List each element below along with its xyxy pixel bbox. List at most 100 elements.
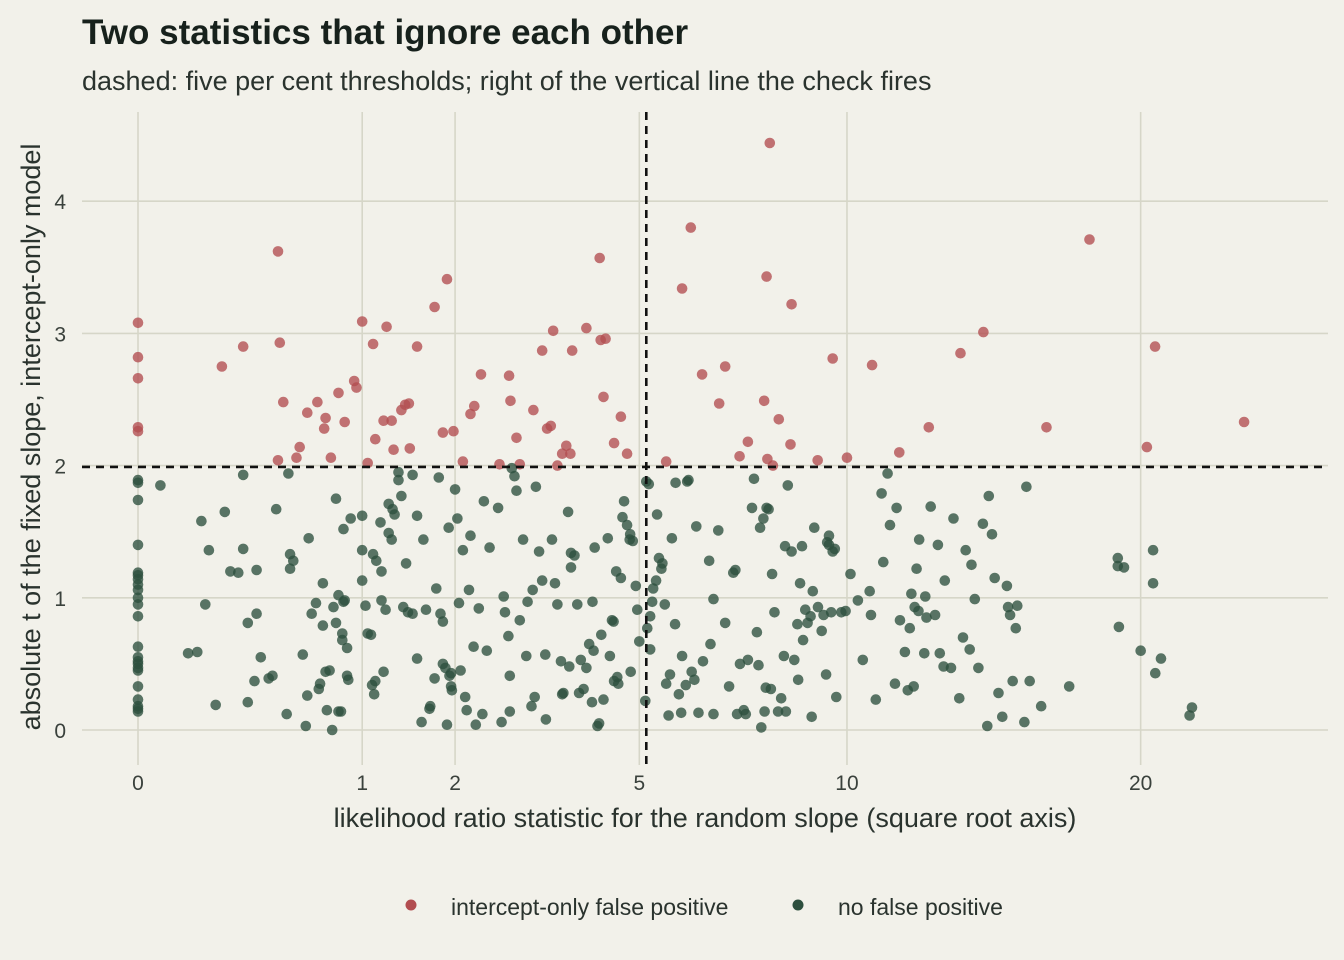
no-false-positive-point: [772, 706, 784, 717]
no-false-positive-point: [705, 638, 716, 650]
false-positive-point: [320, 412, 331, 424]
no-false-positive-point: [845, 568, 856, 580]
no-false-positive-point: [249, 675, 260, 687]
no-false-positive-point: [1024, 675, 1035, 687]
no-false-positive-point: [473, 603, 485, 614]
no-false-positive-point: [465, 530, 476, 541]
no-false-positive-point: [386, 534, 398, 545]
no-false-positive-point: [686, 666, 697, 678]
no-false-positive-point: [831, 691, 842, 703]
legend: intercept-only false positive no false p…: [405, 894, 1003, 920]
no-false-positive-point: [514, 615, 526, 626]
no-false-positive-point: [864, 585, 875, 597]
no-false-positive-point: [676, 650, 688, 662]
no-false-positive-point: [378, 666, 389, 678]
y-axis-title: absolute t of the fixed slope, intercept…: [16, 144, 46, 731]
no-false-positive-point: [829, 543, 841, 555]
false-positive-point: [978, 326, 989, 338]
no-false-positive-point: [484, 542, 495, 553]
legend-swatch-no-false-positive: [792, 899, 804, 911]
no-false-positive-point: [321, 704, 333, 716]
no-false-positive-point: [546, 534, 558, 545]
no-false-positive-point: [604, 650, 616, 662]
no-false-positive-point: [809, 522, 820, 533]
no-false-positive-point: [1135, 645, 1146, 656]
no-false-positive-point: [328, 601, 339, 613]
no-false-positive-point: [651, 509, 663, 520]
no-false-positive-point: [884, 519, 896, 531]
tick-labels: 0 1 2 5 10 20 0 1 2 3 4: [54, 191, 1152, 795]
no-false-positive-point: [132, 599, 144, 610]
no-false-positive-point: [506, 462, 518, 474]
no-false-positive-point: [522, 596, 533, 608]
no-false-positive-point: [1147, 544, 1159, 556]
false-positive-point: [503, 370, 515, 382]
false-positive-point: [441, 273, 453, 285]
false-positive-point: [291, 452, 302, 464]
no-false-positive-point: [723, 681, 735, 692]
no-false-positive-point: [433, 472, 445, 483]
no-false-positive-point: [675, 707, 687, 719]
no-false-positive-point: [977, 518, 989, 530]
no-false-positive-point: [155, 480, 166, 491]
no-false-positive-point: [919, 648, 930, 659]
no-false-positive-point: [368, 689, 380, 700]
no-false-positive-point: [411, 510, 423, 522]
no-false-positive-point: [634, 636, 645, 647]
no-false-positive-point: [437, 616, 449, 627]
false-positive-point: [429, 301, 440, 313]
threshold-lines: [82, 112, 1328, 765]
no-false-positive-point: [673, 689, 685, 700]
false-positive-point: [621, 448, 633, 460]
no-false-positive-point: [431, 583, 442, 594]
no-false-positive-point: [708, 593, 719, 605]
false-positive-point: [536, 345, 548, 356]
false-positive-point: [547, 325, 559, 337]
no-false-positive-point: [593, 718, 605, 729]
false-positive-point: [325, 452, 337, 464]
no-false-positive-point: [663, 710, 674, 721]
no-false-positive-point: [646, 596, 658, 608]
no-false-positive-point: [993, 687, 1004, 699]
no-false-positive-point: [840, 605, 851, 617]
no-false-positive-point: [758, 513, 769, 524]
no-false-positive-point: [132, 706, 144, 717]
no-false-positive-point: [455, 665, 466, 676]
no-false-positive-point: [680, 679, 692, 691]
false-positive-point: [465, 408, 476, 420]
false-positive-point: [437, 427, 449, 438]
no-false-positive-point: [416, 716, 427, 728]
no-false-positive-point: [1010, 622, 1022, 634]
no-false-positive-point: [794, 578, 806, 589]
no-false-positive-point: [317, 620, 329, 631]
no-false-positive-point: [878, 556, 889, 568]
no-false-positive-point: [453, 597, 465, 609]
no-false-positive-point: [1019, 716, 1030, 728]
false-positive-point: [356, 316, 368, 327]
no-false-positive-point: [596, 629, 607, 641]
false-positive-point: [272, 246, 284, 257]
false-positive-point: [841, 452, 853, 464]
no-false-positive-point: [954, 693, 965, 704]
no-false-positive-point: [132, 665, 144, 676]
no-false-positive-point: [132, 611, 144, 622]
no-false-positive-point: [642, 622, 653, 634]
no-false-positive-point: [302, 690, 313, 701]
no-false-positive-point: [986, 529, 998, 540]
no-false-positive-point: [921, 612, 932, 623]
no-false-positive-point: [782, 480, 794, 491]
no-false-positive-point: [602, 533, 614, 544]
data-points: [132, 137, 1250, 736]
false-positive-point: [894, 447, 905, 458]
no-false-positive-point: [343, 674, 354, 686]
no-false-positive-point: [526, 700, 537, 712]
false-positive-point: [237, 341, 249, 352]
x-axis-title: likelihood ratio statistic for the rando…: [334, 803, 1077, 833]
no-false-positive-point: [708, 708, 719, 720]
y-tick-label: 4: [54, 191, 66, 214]
false-positive-point: [302, 407, 313, 419]
false-positive-point: [827, 353, 838, 364]
no-false-positive-point: [341, 642, 353, 654]
no-false-positive-point: [913, 605, 924, 617]
no-false-positive-point: [478, 496, 490, 507]
